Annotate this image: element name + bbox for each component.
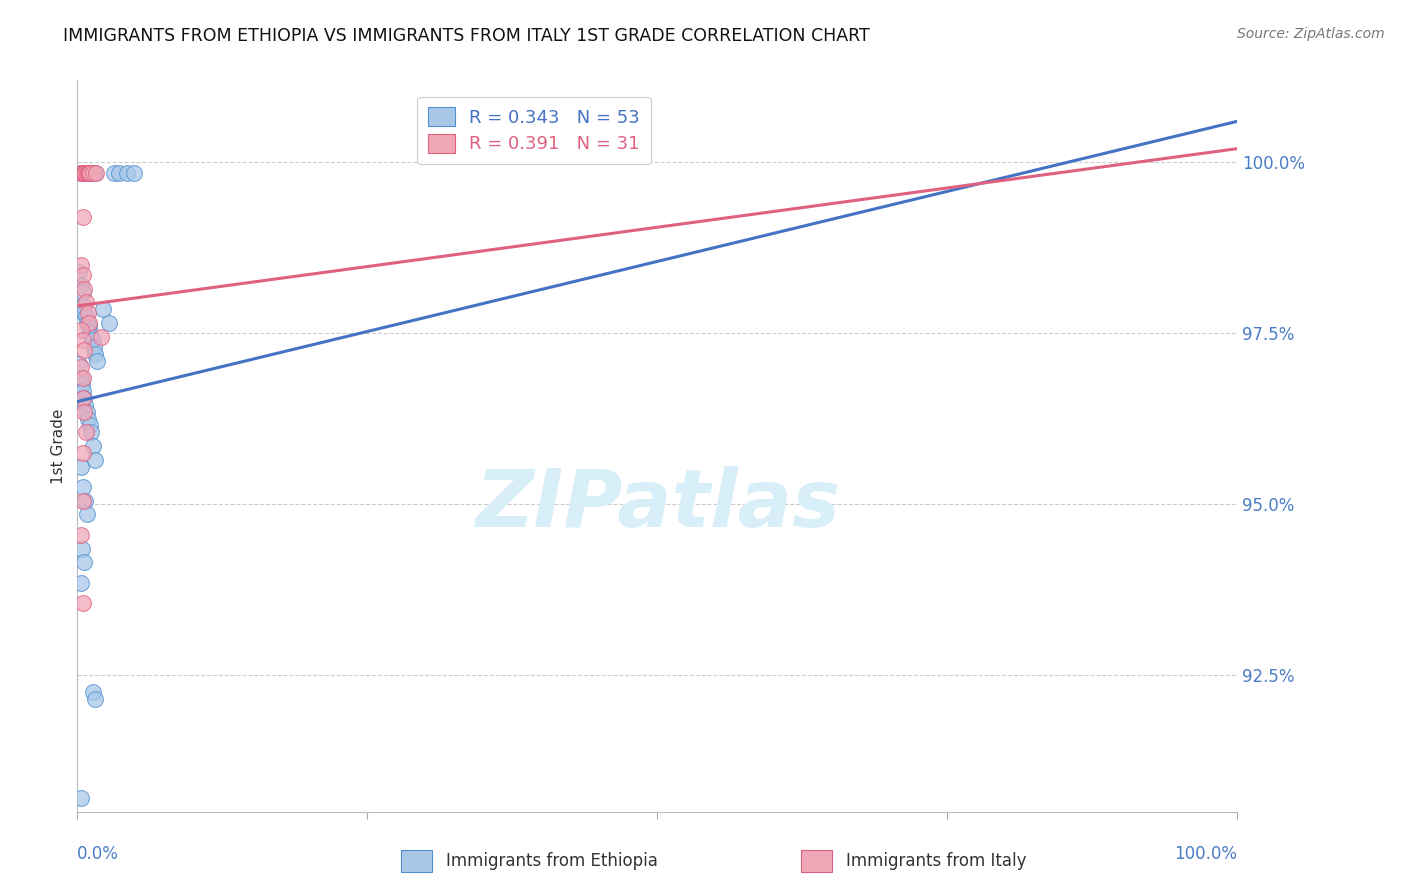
- Text: Source: ZipAtlas.com: Source: ZipAtlas.com: [1237, 27, 1385, 41]
- Point: [108, 165, 131, 179]
- Point: [79, 326, 101, 341]
- Point: [84, 165, 107, 179]
- Point: [83, 340, 105, 354]
- Point: [90, 329, 112, 343]
- Point: [84, 347, 107, 361]
- Point: [70, 165, 93, 179]
- Point: [72, 268, 94, 282]
- Point: [70, 377, 93, 392]
- Point: [79, 165, 101, 179]
- Point: [84, 692, 107, 706]
- Point: [76, 165, 98, 179]
- Point: [73, 165, 96, 179]
- Point: [79, 418, 101, 433]
- Point: [103, 165, 125, 179]
- Point: [69, 360, 91, 375]
- Point: [69, 459, 91, 474]
- Point: [72, 596, 94, 610]
- Text: Immigrants from Italy: Immigrants from Italy: [846, 852, 1026, 871]
- Point: [69, 258, 91, 272]
- Text: 100.0%: 100.0%: [1174, 845, 1237, 863]
- Point: [73, 306, 96, 320]
- Point: [73, 282, 96, 296]
- Y-axis label: 1st Grade: 1st Grade: [51, 409, 66, 483]
- Point: [82, 685, 104, 699]
- Point: [82, 165, 104, 179]
- Text: ZIPatlas: ZIPatlas: [475, 466, 839, 543]
- Point: [122, 165, 145, 179]
- Text: IMMIGRANTS FROM ETHIOPIA VS IMMIGRANTS FROM ITALY 1ST GRADE CORRELATION CHART: IMMIGRANTS FROM ETHIOPIA VS IMMIGRANTS F…: [63, 27, 870, 45]
- Point: [69, 791, 91, 805]
- Point: [72, 210, 94, 224]
- Point: [72, 384, 94, 399]
- Point: [91, 302, 114, 317]
- Point: [82, 439, 104, 453]
- Point: [73, 391, 96, 405]
- Point: [67, 265, 90, 279]
- Point: [75, 165, 97, 179]
- Point: [73, 343, 96, 358]
- Point: [75, 425, 97, 440]
- Point: [84, 452, 107, 467]
- Point: [72, 299, 94, 313]
- Point: [75, 165, 97, 179]
- Point: [77, 411, 100, 425]
- Point: [72, 165, 94, 179]
- Point: [73, 165, 96, 179]
- Point: [67, 357, 90, 371]
- Legend: R = 0.343   N = 53, R = 0.391   N = 31: R = 0.343 N = 53, R = 0.391 N = 31: [418, 96, 651, 164]
- Point: [76, 508, 98, 522]
- Point: [76, 165, 98, 179]
- Point: [70, 528, 93, 542]
- Point: [82, 333, 104, 347]
- Point: [69, 370, 91, 384]
- Point: [76, 405, 98, 419]
- Point: [72, 285, 94, 300]
- Point: [77, 165, 100, 179]
- Text: Immigrants from Ethiopia: Immigrants from Ethiopia: [446, 852, 658, 871]
- Point: [69, 323, 91, 337]
- Point: [72, 165, 94, 179]
- Point: [83, 165, 105, 179]
- Point: [72, 446, 94, 460]
- Point: [86, 353, 108, 368]
- Point: [75, 295, 97, 310]
- Point: [75, 309, 97, 323]
- Point: [76, 306, 98, 320]
- Point: [72, 333, 94, 347]
- Point: [70, 165, 93, 179]
- Point: [76, 316, 98, 330]
- Point: [73, 555, 96, 569]
- Point: [75, 398, 97, 412]
- Point: [72, 370, 94, 384]
- Point: [72, 480, 94, 494]
- Point: [79, 425, 101, 440]
- Point: [97, 316, 120, 330]
- Point: [72, 493, 94, 508]
- Point: [69, 575, 91, 590]
- Point: [79, 165, 101, 179]
- Point: [80, 329, 103, 343]
- Point: [76, 165, 98, 179]
- Point: [77, 316, 100, 330]
- Point: [70, 541, 93, 556]
- Point: [73, 405, 96, 419]
- Point: [72, 391, 94, 405]
- Point: [77, 319, 100, 334]
- Point: [82, 165, 104, 179]
- Text: 0.0%: 0.0%: [77, 845, 120, 863]
- Point: [69, 278, 91, 293]
- Point: [73, 493, 96, 508]
- Point: [115, 165, 138, 179]
- Point: [76, 165, 98, 179]
